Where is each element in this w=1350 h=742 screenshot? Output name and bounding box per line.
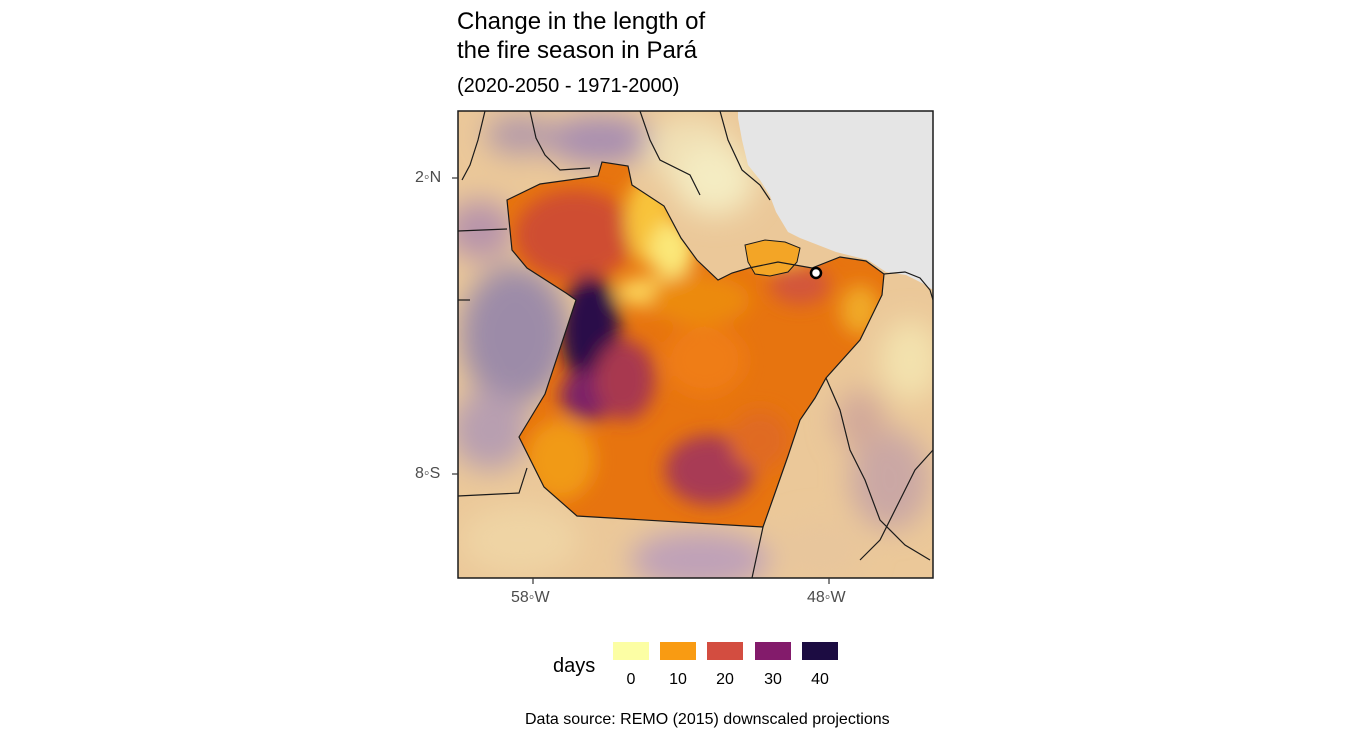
- y-tick-label-8s: 8◦S: [415, 465, 441, 482]
- legend-label-10: 10: [669, 671, 687, 688]
- borders: [458, 111, 933, 578]
- map-subtitle: (2020-2050 - 1971-2000): [457, 75, 680, 97]
- legend-label-20: 20: [716, 671, 734, 688]
- legend-key-40: [802, 642, 838, 660]
- city-marker: [809, 266, 823, 280]
- legend-key-10: [660, 642, 696, 660]
- surrounding-shading: [458, 115, 933, 578]
- border-mato-grosso: [458, 467, 528, 497]
- border-tocantins: [751, 526, 764, 578]
- title-line-2: the fire season in Pará: [457, 37, 698, 64]
- x-tick-label-48w: 48◦W: [807, 589, 846, 606]
- legend-key-30: [755, 642, 791, 660]
- legend-label-40: 40: [811, 671, 829, 688]
- x-tick-label-58w: 58◦W: [511, 589, 550, 606]
- map-frame: [457, 110, 934, 579]
- border-maranhao: [825, 377, 931, 561]
- border-amazonas: [458, 228, 508, 232]
- border-guiana: [719, 111, 771, 201]
- y-tick-label-2n: 2◦N: [415, 169, 442, 186]
- legend-title: days: [553, 655, 596, 677]
- border-suriname: [639, 111, 701, 196]
- para-border: [506, 161, 885, 528]
- border-roraima: [461, 111, 486, 181]
- border-piaui: [859, 449, 933, 561]
- title-line-1: Change in the length of: [457, 8, 706, 35]
- coast-east: [883, 271, 933, 301]
- border-guyana: [529, 111, 591, 171]
- map-panel: [458, 111, 933, 578]
- data-source-caption: Data source: REMO (2015) downscaled proj…: [525, 711, 890, 728]
- legend-label-0: 0: [626, 671, 636, 688]
- ocean: [738, 111, 933, 290]
- legend-label-30: 30: [764, 671, 782, 688]
- map-title: Change in the length of the fire season …: [457, 7, 877, 65]
- legend-key-0: [613, 642, 649, 660]
- legend-key-20: [707, 642, 743, 660]
